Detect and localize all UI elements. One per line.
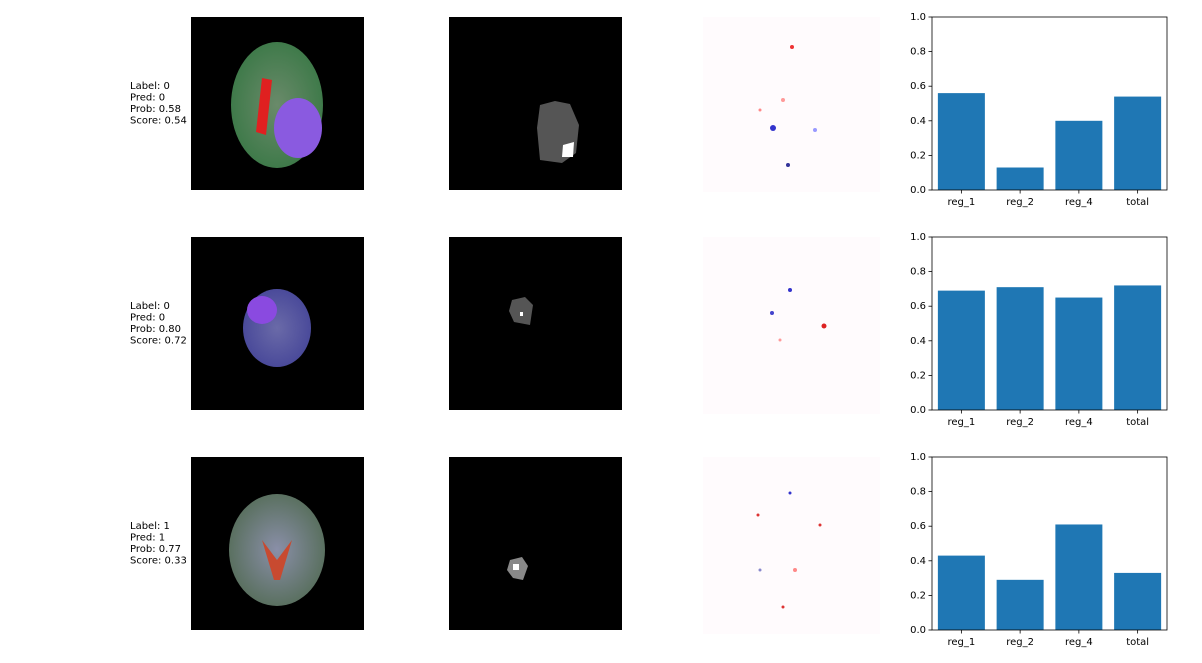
y-tick-label: 0.4 <box>910 116 926 127</box>
row-score: Score: 0.72 <box>130 336 187 347</box>
row-score: Score: 0.33 <box>130 556 187 567</box>
y-tick-label: 0.0 <box>910 185 926 196</box>
y-tick-label: 0.8 <box>910 47 926 58</box>
y-tick-label: 0.2 <box>910 150 926 161</box>
y-tick-label: 0.0 <box>910 625 926 636</box>
bar <box>937 93 985 190</box>
x-tick-label: total <box>1126 637 1149 648</box>
x-tick-label: reg_1 <box>947 197 975 208</box>
saliency-map <box>703 237 880 414</box>
y-tick-label: 0.2 <box>910 370 926 381</box>
x-tick-label: reg_2 <box>1006 417 1034 428</box>
y-tick-label: 0.6 <box>910 301 926 312</box>
x-tick-label: reg_4 <box>1065 637 1093 648</box>
mask-image <box>449 457 622 630</box>
row-prob: Prob: 0.77 <box>130 544 181 555</box>
saliency-map <box>703 457 880 634</box>
y-tick-label: 0.8 <box>910 267 926 278</box>
x-tick-label: reg_1 <box>947 417 975 428</box>
y-tick-label: 1.0 <box>910 232 926 243</box>
brain-image <box>191 237 364 410</box>
y-tick-label: 0.4 <box>910 556 926 567</box>
brain-image <box>191 17 364 190</box>
bar <box>1114 572 1162 630</box>
x-tick-label: reg_2 <box>1006 197 1034 208</box>
bar <box>1055 297 1103 410</box>
row-prob: Prob: 0.80 <box>130 324 181 335</box>
row-prob: Prob: 0.58 <box>130 104 181 115</box>
row-score: Score: 0.54 <box>130 116 187 127</box>
x-tick-label: reg_4 <box>1065 197 1093 208</box>
y-tick-label: 0.4 <box>910 336 926 347</box>
bar <box>996 579 1044 630</box>
row-label: Label: 0 <box>130 81 170 92</box>
y-tick-label: 0.6 <box>910 81 926 92</box>
y-tick-label: 0.6 <box>910 521 926 532</box>
bar <box>996 167 1044 190</box>
y-tick-label: 0.8 <box>910 487 926 498</box>
row-label: Label: 0 <box>130 301 170 312</box>
row-label: Label: 1 <box>130 521 170 532</box>
mask-image <box>449 17 622 190</box>
y-tick-label: 1.0 <box>910 12 926 23</box>
brain-image <box>191 457 364 630</box>
row-pred: Pred: 1 <box>130 533 165 544</box>
bar <box>937 555 985 630</box>
axes-frame <box>931 456 1168 631</box>
x-tick-label: total <box>1126 197 1149 208</box>
bar <box>1114 285 1162 410</box>
bar <box>996 287 1044 410</box>
x-tick-label: reg_4 <box>1065 417 1093 428</box>
axes-frame <box>931 16 1168 191</box>
bar <box>937 290 985 410</box>
x-tick-label: reg_2 <box>1006 637 1034 648</box>
bar <box>1114 96 1162 190</box>
saliency-map <box>703 17 880 192</box>
y-tick-label: 1.0 <box>910 452 926 463</box>
x-tick-label: total <box>1126 417 1149 428</box>
row-pred: Pred: 0 <box>130 93 165 104</box>
x-tick-label: reg_1 <box>947 637 975 648</box>
row-pred: Pred: 0 <box>130 313 165 324</box>
y-tick-label: 0.2 <box>910 590 926 601</box>
bar <box>1055 120 1103 190</box>
bar <box>1055 524 1103 630</box>
mask-image <box>449 237 622 410</box>
axes-frame <box>931 236 1168 411</box>
y-tick-label: 0.0 <box>910 405 926 416</box>
